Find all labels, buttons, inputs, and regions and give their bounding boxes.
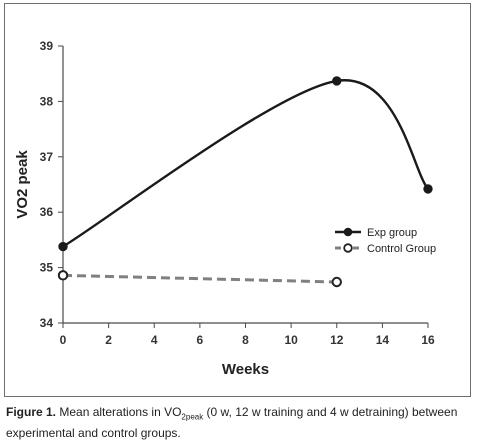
legend-label-0: Exp group [367,227,417,239]
series-0-point-0 [58,241,68,252]
x-tick-label-1: 2 [105,333,112,347]
x-tick-label-8: 16 [421,333,435,347]
x-tick-label-4: 8 [242,333,249,347]
caption-subscript: 2peak [181,412,204,422]
y-tick-label-5: 39 [40,39,54,53]
legend-marker-1 [343,243,353,253]
series-0-point-1 [332,76,342,86]
y-tick-label-3: 37 [40,150,54,164]
legend-marker-0 [343,227,353,237]
series-1-point-0 [57,270,69,281]
legend: Exp group Control Group [335,227,436,255]
x-tick-label-6: 12 [330,333,344,347]
figure-frame: 34 35 36 37 38 39 0 2 4 6 8 10 12 14 16 Exp group Contr… [4,3,471,397]
axes: 34 35 36 37 38 39 0 2 4 6 8 10 12 14 16 [40,39,435,347]
x-tick-label-7: 14 [376,333,390,347]
series-1-point-1 [331,276,342,288]
legend-label-1: Control Group [367,243,436,255]
series-line-1 [62,273,337,284]
series-layer [57,76,433,288]
x-tick-label-2: 4 [151,333,158,347]
y-tick-label-2: 36 [40,205,54,219]
y-tick-label-1: 35 [40,261,54,275]
y-tick-label-0: 34 [40,316,54,330]
caption-text-before: Mean alterations in VO [56,405,182,419]
vo2-peak-chart: 34 35 36 37 38 39 0 2 4 6 8 10 12 14 16 Exp group Contr… [14,39,436,378]
x-tick-label-0: 0 [60,333,67,347]
figure-caption: Figure 1. Mean alterations in VO2peak (0… [6,404,472,441]
figure-label: Figure 1. [6,405,57,419]
x-axis-title: Weeks [222,361,269,378]
caption-text-after: (0 w, 12 w training and 4 w detraining) … [6,405,458,441]
y-tick-label-4: 38 [40,94,54,108]
x-tick-label-3: 6 [197,333,204,347]
y-axis-title: VO2 peak [14,150,31,219]
series-line-0 [62,79,429,248]
x-tick-label-5: 10 [284,333,298,347]
series-0-point-2 [423,184,433,194]
